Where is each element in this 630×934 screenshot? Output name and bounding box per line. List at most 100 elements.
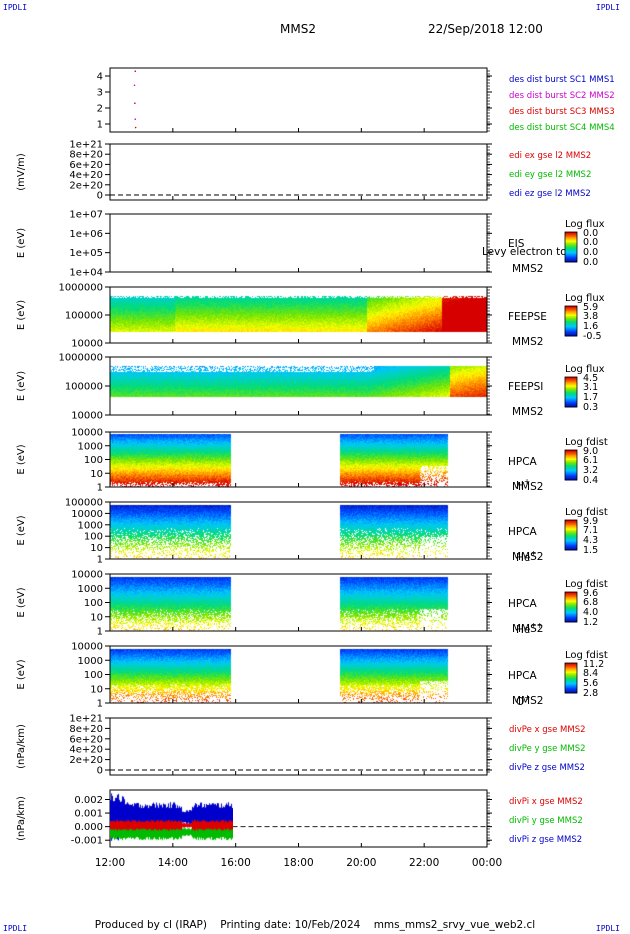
colorbar-segment-hpca_he1 [565,538,577,541]
y-axis-label-feepsi: E (eV) [16,371,27,401]
colorbar-segment-hpca_he2 [565,612,577,614]
colorbar-segment-hpca_he2 [565,613,577,615]
colorbar-segment-hpca_h [565,458,577,461]
colorbar-title-hpca_o: Log fdist [565,650,608,661]
hpca-o-spectrogram [110,646,487,703]
feepse-spectrogram [110,287,487,343]
colorbar-frame-feepsi [564,376,578,408]
colorbar-segment-eis [565,239,577,242]
colorbar-tick-hpca_he1: 1.5 [583,545,598,556]
colorbar-segment-hpca_o [565,681,577,684]
legend-entry-edi_e: edi ez gse l2 MMS2 [509,189,591,199]
colorbar-tick-hpca_he2: 1.2 [583,617,598,628]
legend-entry-divpi: divPi z gse MMS2 [509,835,582,845]
colorbar-segment-hpca_he2 [565,617,577,619]
footer-produced-by: Produced by cl (IRAP) [94,919,207,931]
colorbar-segment-eis [565,243,577,245]
y-tick-label-des_dist: 4 [97,72,103,83]
panel-frame-des_dist [109,67,488,133]
colorbar-segment-hpca_o [565,679,577,681]
colorbar-segment-hpca_he1 [565,541,577,543]
colorbar-tick-eis: 0.0 [583,237,598,248]
instrument-label-hpca_o: HPCA [508,670,538,682]
colorbar-segment-feepsi [565,392,577,394]
colorbar-tick-hpca_h: 9.0 [583,446,598,457]
colorbar-segment-feepsi [565,385,577,388]
colorbar-segment-feepse [565,308,577,311]
y-tick-label-hpca_he1: 100 [84,532,103,543]
colorbar-segment-hpca_he2 [565,608,577,610]
colorbar-segment-hpca_h [565,472,577,475]
colorbar-segment-eis [565,245,577,248]
y-tick-label-hpca_he1: 10 [90,543,103,554]
colorbar-segment-hpca_he1 [565,525,577,527]
colorbar-segment-hpca_h [565,467,577,470]
colorbar-segment-feepsi [565,382,577,384]
colorbar-segment-feepse [565,318,577,321]
instrument-label-feepse: FEEPSE [508,311,547,323]
corner-label-bottom-right: IPDLI [595,924,620,933]
colorbar-segment-feepse [565,307,577,309]
spacecraft-label-hpca_h: MMS2 [512,481,543,493]
datetime-title: 22/Sep/2018 12:00 [428,22,543,36]
colorbar-segment-hpca_h [565,475,577,477]
colorbar-segment-hpca_o [565,675,577,678]
colorbar-segment-hpca_he1 [565,528,577,531]
colorbar-segment-hpca_h [565,468,577,471]
colorbar-segment-hpca_h [565,461,577,463]
y-tick-label-feepsi: 1000000 [58,353,103,364]
colorbar-segment-feepsi [565,379,577,382]
colorbar-segment-hpca_he2 [565,614,577,617]
y-tick-label-divpe: 1e+21 [69,714,103,725]
colorbar-tick-eis: 0.0 [583,228,598,239]
colorbar-tick-hpca_h: 0.4 [583,475,598,486]
colorbar-segment-hpca_he1 [565,533,577,536]
colorbar-frame-hpca_o [564,662,578,694]
colorbar-segment-hpca_o [565,666,577,669]
colorbar-segment-hpca_he1 [565,526,577,528]
y-tick-label-divpi: 0.000 [74,822,103,833]
colorbar-segment-eis [565,255,577,258]
colorbar-title-feepse: Log flux [565,293,605,304]
colorbar-tick-eis: 0.0 [583,247,598,258]
panel-frame-eis [109,213,488,273]
colorbar-segment-hpca_h [565,453,577,456]
colorbar-segment-hpca_h [565,462,577,465]
legend-entry-des_dist: des dist burst SC3 MMS3 [509,107,615,117]
colorbar-segment-eis [565,252,577,254]
y-tick-label-hpca_h: 100 [84,455,103,466]
y-tick-label-eis: 1e+04 [69,268,103,279]
y-tick-label-feepsi: 100000 [65,382,103,393]
colorbar-segment-feepse [565,331,577,333]
colorbar-tick-feepsi: 1.7 [583,392,598,403]
colorbar-segment-feepse [565,317,577,319]
colorbar-tick-feepse: 1.6 [583,321,598,332]
colorbar-tick-feepsi: 3.1 [583,382,598,393]
colorbar-segment-hpca_he1 [565,543,577,546]
colorbar-segment-hpca_o [565,680,577,683]
colorbar-segment-eis [565,237,577,239]
colorbar-segment-eis [565,249,577,252]
colorbar-segment-hpca_he1 [565,536,577,538]
colorbar-segment-feepsi [565,400,577,403]
colorbar-segment-hpca_h [565,466,577,468]
y-tick-label-hpca_h: 1 [97,483,103,494]
colorbar-segment-feepse [565,313,577,316]
y-axis-label-hpca_o: E (eV) [16,659,27,689]
colorbar-segment-hpca_he1 [565,535,577,537]
spacecraft-label-feepse: MMS2 [512,336,543,348]
colorbar-segment-hpca_he1 [565,542,577,545]
colorbar-tick-hpca_he2: 9.6 [583,588,598,599]
colorbar-segment-hpca_o [565,676,577,679]
colorbar-segment-eis [565,253,577,255]
colorbar-segment-hpca_h [565,451,577,453]
legend-entry-divpe: divPe y gse MMS2 [509,744,586,754]
colorbar-segment-feepsi [565,378,577,380]
burst-marker [133,84,136,87]
colorbar-segment-hpca_he1 [565,522,577,525]
colorbar-segment-feepsi [565,377,577,379]
colorbar-segment-feepse [565,306,577,308]
footer-script-name: mms_mms2_srvy_vue_web2.cl [373,919,536,931]
y-axis-label-divpi: (nPa/km) [16,796,27,841]
colorbar-segment-hpca_o [565,683,577,685]
